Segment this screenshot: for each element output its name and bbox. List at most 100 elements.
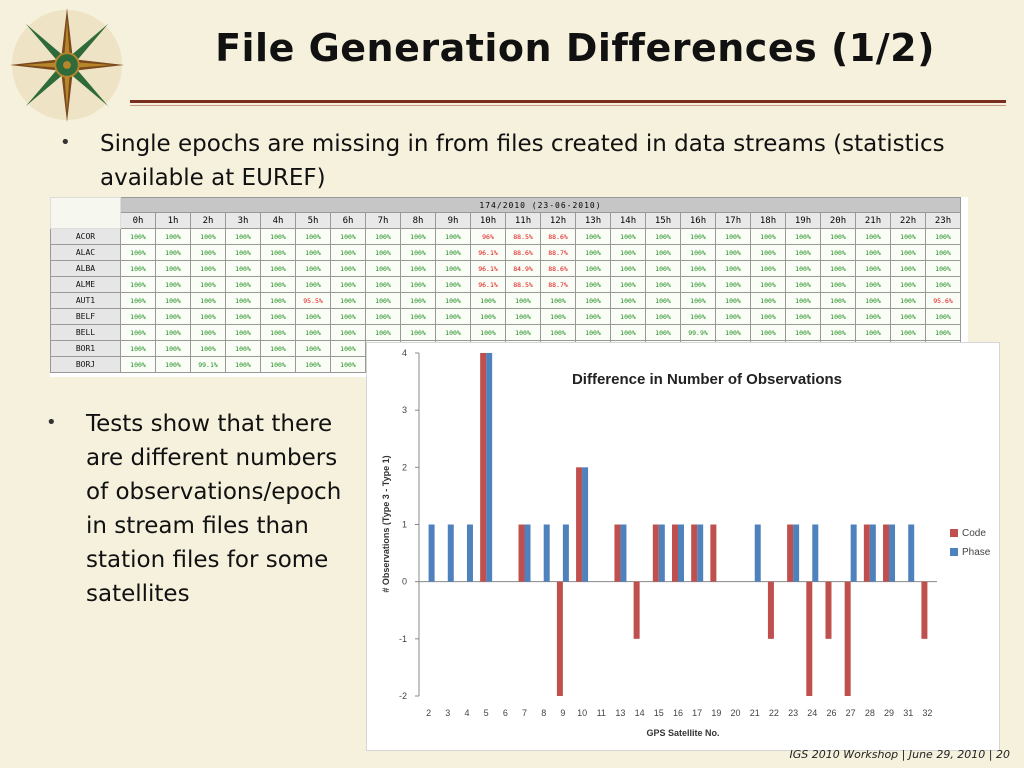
x-tick-label: 27 bbox=[846, 708, 856, 718]
completeness-cell: 100% bbox=[645, 324, 681, 341]
station-name: BORJ bbox=[50, 356, 121, 373]
completeness-cell: 100% bbox=[120, 276, 156, 293]
bar-phase bbox=[869, 524, 876, 582]
hour-header: 11h bbox=[505, 212, 541, 229]
completeness-cell: 100% bbox=[120, 308, 156, 325]
completeness-cell: 100% bbox=[295, 324, 331, 341]
completeness-cell: 100% bbox=[750, 260, 786, 277]
completeness-cell: 100% bbox=[120, 292, 156, 309]
completeness-cell: 100% bbox=[225, 244, 261, 261]
station-name: BELL bbox=[50, 324, 121, 341]
completeness-cell: 100% bbox=[925, 228, 961, 245]
completeness-cell: 100% bbox=[680, 292, 716, 309]
bullet-observations-difference: Tests show that there are different numb… bbox=[86, 411, 342, 607]
slide-title: File Generation Differences (1/2) bbox=[215, 26, 935, 70]
completeness-cell: 100% bbox=[260, 308, 296, 325]
completeness-cell: 100% bbox=[295, 244, 331, 261]
completeness-cell: 100% bbox=[505, 292, 541, 309]
completeness-cell: 100% bbox=[120, 340, 156, 357]
completeness-cell: 100% bbox=[155, 292, 191, 309]
completeness-cell: 100% bbox=[890, 228, 926, 245]
completeness-cell: 100% bbox=[680, 260, 716, 277]
completeness-cell: 100% bbox=[645, 292, 681, 309]
hour-header: 3h bbox=[225, 212, 261, 229]
bar-code bbox=[576, 467, 583, 582]
bar-phase bbox=[793, 524, 800, 582]
x-tick-label: 15 bbox=[654, 708, 664, 718]
hour-header: 17h bbox=[715, 212, 751, 229]
completeness-cell: 100% bbox=[155, 276, 191, 293]
completeness-cell: 100% bbox=[330, 356, 366, 373]
completeness-cell: 100% bbox=[365, 244, 401, 261]
completeness-cell: 100% bbox=[295, 276, 331, 293]
station-name: ALAC bbox=[50, 244, 121, 261]
table-row: ACOR 100% 100% 100% 100% 100% 100% 100% 100% 100%… bbox=[50, 228, 961, 245]
completeness-cell: 100% bbox=[785, 260, 821, 277]
completeness-cell: 88.6% bbox=[540, 260, 576, 277]
completeness-cell: 100% bbox=[435, 228, 471, 245]
completeness-cell: 100% bbox=[925, 308, 961, 325]
completeness-cell: 100% bbox=[365, 308, 401, 325]
completeness-cell: 100% bbox=[190, 276, 226, 293]
completeness-cell: 100% bbox=[365, 260, 401, 277]
completeness-cell: 100% bbox=[750, 228, 786, 245]
completeness-cell: 100% bbox=[225, 228, 261, 245]
y-tick-label: 4 bbox=[402, 348, 407, 358]
x-tick-label: 5 bbox=[484, 708, 489, 718]
completeness-cell: 100% bbox=[260, 324, 296, 341]
completeness-cell: 88.7% bbox=[540, 244, 576, 261]
completeness-cell: 100% bbox=[365, 324, 401, 341]
completeness-cell: 100% bbox=[575, 228, 611, 245]
legend-label-code: Code bbox=[962, 528, 986, 539]
bar-code bbox=[614, 524, 621, 582]
completeness-cell: 100% bbox=[820, 324, 856, 341]
completeness-cell: 100% bbox=[400, 292, 436, 309]
completeness-cell: 100% bbox=[435, 308, 471, 325]
completeness-cell: 100% bbox=[225, 340, 261, 357]
completeness-cell: 100% bbox=[610, 276, 646, 293]
bar-code bbox=[825, 581, 832, 639]
completeness-cell: 100% bbox=[925, 324, 961, 341]
completeness-cell: 100% bbox=[645, 260, 681, 277]
completeness-cell: 95.6% bbox=[925, 292, 961, 309]
completeness-cell: 100% bbox=[365, 292, 401, 309]
completeness-cell: 100% bbox=[295, 356, 331, 373]
bar-phase bbox=[428, 524, 435, 582]
completeness-cell: 100% bbox=[610, 228, 646, 245]
table-date-heading: 174/2010 (23-06-2010) bbox=[120, 197, 961, 213]
completeness-cell: 100% bbox=[330, 260, 366, 277]
bullet-icon: • bbox=[60, 132, 71, 153]
x-tick-label: 4 bbox=[464, 708, 469, 718]
completeness-cell: 100% bbox=[785, 244, 821, 261]
bullet-missing-epochs: Single epochs are missing in from files … bbox=[100, 131, 945, 191]
bar-code bbox=[652, 524, 659, 582]
x-tick-label: 26 bbox=[826, 708, 836, 718]
bar-phase bbox=[486, 353, 493, 582]
bar-code bbox=[883, 524, 890, 582]
completeness-cell: 100% bbox=[785, 228, 821, 245]
completeness-cell: 100% bbox=[575, 244, 611, 261]
bar-phase bbox=[754, 524, 761, 582]
bullet-icon: • bbox=[46, 412, 57, 433]
completeness-cell: 99.9% bbox=[680, 324, 716, 341]
x-tick-label: 20 bbox=[731, 708, 741, 718]
completeness-cell: 100% bbox=[190, 260, 226, 277]
completeness-cell: 100% bbox=[820, 292, 856, 309]
completeness-cell: 96.1% bbox=[470, 260, 506, 277]
completeness-cell: 100% bbox=[750, 276, 786, 293]
bar-code bbox=[710, 524, 717, 582]
completeness-cell: 100% bbox=[855, 244, 891, 261]
x-tick-label: 23 bbox=[788, 708, 798, 718]
hour-header: 7h bbox=[365, 212, 401, 229]
completeness-cell: 100% bbox=[925, 260, 961, 277]
completeness-cell: 100% bbox=[330, 276, 366, 293]
completeness-cell: 100% bbox=[330, 308, 366, 325]
completeness-cell: 100% bbox=[540, 292, 576, 309]
completeness-cell: 100% bbox=[260, 340, 296, 357]
station-name: ACOR bbox=[50, 228, 121, 245]
completeness-cell: 100% bbox=[155, 356, 191, 373]
completeness-cell: 100% bbox=[715, 244, 751, 261]
hour-header: 16h bbox=[680, 212, 716, 229]
x-tick-label: 28 bbox=[865, 708, 875, 718]
